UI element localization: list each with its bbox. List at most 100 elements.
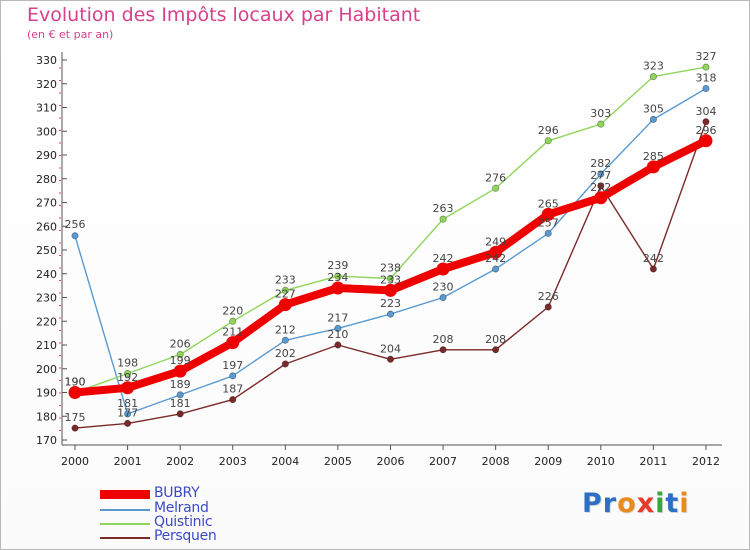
data-label-bubry: 234 <box>327 271 348 284</box>
data-label-persquen: 187 <box>222 383 243 396</box>
data-label-melrand: 257 <box>538 216 559 229</box>
data-point-persquen <box>176 410 184 418</box>
data-point-persquen <box>386 355 395 363</box>
data-point-melrand <box>439 293 447 302</box>
data-label-quistinic: 198 <box>117 357 138 370</box>
data-label-melrand: 212 <box>275 323 296 336</box>
data-label-bubry: 190 <box>65 376 86 389</box>
data-point-melrand <box>334 324 342 332</box>
data-label-melrand: 242 <box>485 252 506 265</box>
y-tick-label: 170 <box>36 434 57 447</box>
data-label-quistinic: 303 <box>590 107 611 120</box>
data-label-quistinic: 238 <box>380 262 401 275</box>
data-point-persquen <box>492 346 500 354</box>
data-point-quistinic <box>229 317 237 325</box>
data-point-persquen <box>334 341 342 349</box>
data-point-quistinic <box>123 369 132 378</box>
y-tick-label: 190 <box>36 387 57 400</box>
data-point-melrand <box>281 336 289 344</box>
data-point-melrand <box>123 410 132 418</box>
y-tick-label: 290 <box>36 149 57 162</box>
data-label-melrand: 305 <box>643 102 664 115</box>
data-label-persquen: 204 <box>380 342 401 355</box>
data-label-bubry: 211 <box>222 326 243 339</box>
chart-subtitle: (en € et par an) <box>27 28 114 41</box>
data-label-bubry: 233 <box>380 273 401 286</box>
x-tick-label: 2007 <box>429 455 457 468</box>
data-point-melrand <box>386 310 395 318</box>
x-tick-label: 2003 <box>219 455 247 468</box>
y-tick-label: 330 <box>36 54 57 67</box>
data-point-bubry <box>68 386 82 399</box>
y-tick-label: 310 <box>36 102 57 115</box>
x-tick-label: 2009 <box>534 455 562 468</box>
data-label-melrand: 189 <box>170 378 191 391</box>
y-tick-label: 230 <box>36 292 57 305</box>
y-tick-label: 320 <box>36 78 57 91</box>
data-point-bubry <box>541 207 555 221</box>
data-point-bubry <box>489 245 503 259</box>
data-label-quistinic: 190 <box>65 376 86 389</box>
data-point-quistinic <box>544 137 552 145</box>
y-tick-label: 180 <box>36 410 57 423</box>
data-label-persquen: 304 <box>695 105 716 118</box>
data-point-persquen <box>281 360 289 368</box>
proxiti-logo: Proxiti <box>582 488 690 519</box>
x-tick-label: 2001 <box>114 455 142 468</box>
data-point-bubry <box>331 281 345 295</box>
data-point-quistinic <box>281 286 289 294</box>
logo-letter: x <box>636 488 656 519</box>
data-label-quistinic: 239 <box>327 259 348 272</box>
legend-swatch-bubry <box>100 490 150 499</box>
logo-letter: t <box>665 488 680 519</box>
data-label-melrand: 318 <box>695 72 716 85</box>
data-point-persquen <box>597 182 605 190</box>
data-label-quistinic: 327 <box>695 50 716 63</box>
x-tick-label: 2006 <box>376 455 404 468</box>
data-point-melrand <box>71 232 79 240</box>
data-label-melrand: 256 <box>65 218 86 231</box>
chart-axes: 170 180 190 200 210 220 230 240 250 260 270 280 290 3… <box>36 52 722 468</box>
data-label-bubry: 296 <box>695 124 716 137</box>
data-point-persquen <box>71 424 79 432</box>
data-point-persquen <box>649 265 657 273</box>
x-tick-label: 2011 <box>639 455 667 468</box>
data-label-melrand: 181 <box>117 397 138 410</box>
data-label-persquen: 277 <box>590 169 611 182</box>
data-label-melrand: 197 <box>222 359 243 372</box>
data-point-quistinic <box>649 73 657 81</box>
data-label-bubry: 192 <box>117 371 138 384</box>
x-tick-label: 2004 <box>271 455 299 468</box>
data-label-persquen: 177 <box>117 406 138 419</box>
data-label-bubry: 272 <box>590 181 611 194</box>
data-label-quistinic: 323 <box>643 60 664 73</box>
data-point-quistinic <box>492 184 500 192</box>
data-label-persquen: 202 <box>275 347 296 360</box>
y-tick-label: 240 <box>36 268 57 281</box>
y-tick-label: 200 <box>36 363 57 376</box>
legend-label-persquen: Persquen <box>154 528 217 544</box>
data-label-persquen: 210 <box>327 328 348 341</box>
data-label-quistinic: 206 <box>170 338 191 351</box>
data-label-quistinic: 296 <box>538 124 559 137</box>
data-label-bubry: 265 <box>538 197 559 210</box>
data-point-bubry <box>173 364 187 378</box>
logo-letter: i <box>679 488 690 519</box>
y-tick-label: 260 <box>36 220 57 233</box>
data-point-persquen <box>229 396 237 404</box>
data-point-quistinic <box>702 63 710 71</box>
data-point-quistinic <box>334 272 342 280</box>
data-label-quistinic: 220 <box>222 304 243 317</box>
data-point-melrand <box>597 170 605 178</box>
data-label-melrand: 230 <box>433 281 454 294</box>
data-point-persquen <box>544 303 552 311</box>
data-point-melrand <box>176 391 184 399</box>
data-label-quistinic: 276 <box>485 171 506 184</box>
data-point-bubry <box>278 298 292 312</box>
data-point-melrand <box>649 115 657 123</box>
data-label-persquen: 181 <box>170 397 191 410</box>
data-point-quistinic <box>597 120 605 128</box>
data-point-bubry <box>594 191 608 205</box>
